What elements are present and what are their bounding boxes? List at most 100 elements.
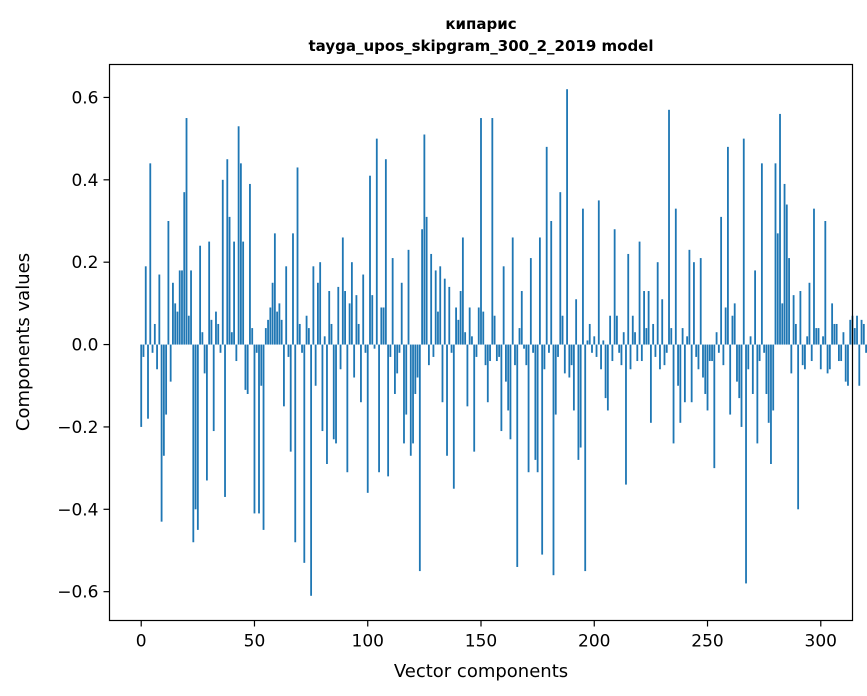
bar bbox=[677, 344, 679, 386]
bar bbox=[702, 344, 704, 378]
bar bbox=[826, 344, 829, 374]
bar bbox=[416, 344, 419, 378]
bar bbox=[656, 262, 659, 345]
bar bbox=[307, 328, 310, 345]
bar bbox=[439, 266, 442, 345]
bar bbox=[391, 258, 394, 345]
bar bbox=[310, 344, 313, 596]
bar bbox=[767, 344, 770, 423]
bar bbox=[865, 344, 867, 353]
bar bbox=[572, 344, 575, 411]
bar bbox=[862, 323, 865, 345]
bar bbox=[606, 344, 609, 411]
bar bbox=[559, 192, 562, 345]
bar bbox=[570, 344, 573, 366]
bar bbox=[337, 286, 340, 345]
bar bbox=[577, 344, 580, 460]
bar bbox=[147, 344, 149, 419]
bar bbox=[815, 328, 818, 345]
bar bbox=[652, 323, 655, 345]
bar bbox=[169, 344, 172, 382]
bar bbox=[543, 344, 546, 370]
bar bbox=[711, 344, 713, 362]
x-axis-ticks: 0 50 100 150 200 250 300 bbox=[136, 620, 837, 652]
bar bbox=[620, 344, 623, 366]
bar bbox=[491, 118, 494, 345]
bar bbox=[801, 344, 804, 366]
bar bbox=[493, 315, 496, 345]
bar bbox=[314, 344, 317, 386]
bar bbox=[303, 344, 306, 563]
bar bbox=[296, 167, 299, 345]
bar bbox=[613, 229, 616, 345]
bar bbox=[715, 332, 718, 345]
bar bbox=[548, 344, 550, 353]
bar bbox=[681, 328, 684, 345]
bar bbox=[217, 323, 220, 345]
bar bbox=[321, 344, 324, 432]
bar bbox=[348, 303, 351, 345]
bar bbox=[441, 344, 444, 403]
bar bbox=[360, 344, 362, 403]
bar bbox=[251, 328, 254, 345]
bar bbox=[609, 315, 612, 345]
bar bbox=[185, 118, 188, 345]
bar bbox=[663, 344, 666, 366]
bar bbox=[640, 344, 643, 362]
bar bbox=[844, 344, 847, 382]
bar bbox=[645, 328, 648, 345]
bar bbox=[235, 344, 238, 362]
bar bbox=[819, 344, 822, 370]
bar bbox=[736, 344, 738, 382]
bar bbox=[835, 323, 838, 345]
y-tick-label: 0.0 bbox=[71, 336, 98, 356]
bar bbox=[595, 344, 598, 357]
bar bbox=[495, 344, 498, 362]
bar bbox=[341, 237, 344, 345]
bar bbox=[371, 295, 374, 345]
bar bbox=[464, 332, 467, 345]
bar bbox=[631, 315, 634, 345]
bar bbox=[405, 344, 408, 415]
bar bbox=[828, 344, 831, 370]
bar bbox=[602, 340, 605, 345]
bar bbox=[196, 344, 199, 530]
bar bbox=[219, 344, 222, 353]
bar bbox=[149, 163, 152, 345]
bar bbox=[183, 192, 186, 345]
bar bbox=[384, 159, 387, 345]
bar bbox=[373, 344, 376, 349]
bar bbox=[713, 344, 716, 469]
bar bbox=[427, 344, 430, 366]
bar bbox=[362, 274, 365, 345]
bar bbox=[156, 344, 158, 370]
bar bbox=[683, 344, 686, 403]
bar bbox=[144, 266, 147, 345]
bar bbox=[690, 344, 693, 403]
bar bbox=[849, 319, 852, 345]
bar bbox=[649, 344, 652, 423]
bar bbox=[414, 344, 417, 394]
bar bbox=[541, 344, 544, 555]
bar bbox=[226, 159, 229, 345]
bar bbox=[312, 266, 315, 345]
bar bbox=[527, 344, 530, 473]
bar bbox=[593, 336, 596, 345]
bar bbox=[679, 344, 682, 423]
bar bbox=[344, 291, 346, 345]
bar bbox=[813, 208, 815, 345]
bar bbox=[366, 344, 369, 493]
y-tick-label: 0.4 bbox=[71, 171, 98, 191]
bar bbox=[783, 183, 786, 345]
bar bbox=[475, 344, 478, 357]
bar bbox=[600, 344, 602, 370]
bar bbox=[412, 344, 414, 444]
bar bbox=[178, 270, 181, 345]
bar bbox=[561, 315, 564, 345]
bar bbox=[158, 274, 161, 345]
bar bbox=[443, 278, 446, 345]
bar bbox=[389, 344, 392, 357]
bar bbox=[749, 336, 752, 345]
bar bbox=[511, 237, 514, 345]
bar bbox=[751, 344, 754, 394]
